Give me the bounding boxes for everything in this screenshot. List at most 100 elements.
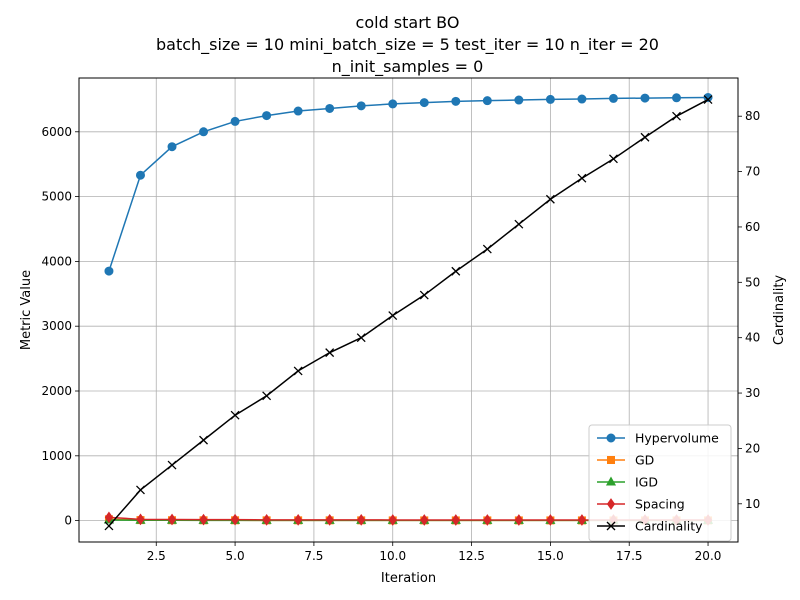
y-tick-label: 4000 (41, 254, 72, 268)
spacing-point (136, 513, 145, 526)
x-marker-stroke (577, 173, 587, 183)
chart-title-line-3: n_init_samples = 0 (332, 57, 484, 77)
legend-box (588, 424, 732, 542)
cardinality-line (108, 98, 709, 527)
legend-marker-igd (605, 476, 617, 486)
x-marker-stroke (167, 460, 177, 470)
hypervolume-point (703, 92, 713, 102)
y2-tick-label: 80 (745, 109, 760, 123)
spacing-point (199, 513, 208, 526)
x-tick-label: 5.0 (226, 549, 245, 563)
cardinality-point (703, 95, 713, 105)
series-hypervolume (104, 92, 713, 276)
x-tick-label: 20.0 (695, 549, 722, 563)
hypervolume-point (167, 142, 177, 152)
y2-tick-label: 60 (745, 220, 760, 234)
cardinality-point (672, 111, 681, 121)
legend-entry-spacing: Spacing (597, 497, 685, 512)
y-tick-label: 6000 (41, 125, 72, 139)
cardinality-point (514, 219, 524, 229)
cardinality-point (262, 391, 272, 401)
hypervolume-point (608, 93, 618, 103)
x-marker-stroke (545, 194, 555, 204)
y-axis-left: 0 1000 2000 3000 4000 5000 6000 (41, 125, 79, 528)
legend-entry-cardinality: Cardinality (597, 519, 703, 534)
x-tick-label: 7.5 (304, 549, 323, 563)
y-tick-label: 0 (64, 514, 72, 528)
x-marker-stroke (482, 244, 492, 254)
hypervolume-point (672, 93, 682, 103)
cardinality-point (419, 290, 429, 300)
cardinality-point (451, 266, 461, 276)
y-tick-label: 2000 (41, 384, 72, 398)
hypervolume-point (419, 98, 429, 108)
cardinality-point (104, 521, 114, 531)
spacing-point (483, 514, 492, 526)
x-marker-stroke (388, 311, 398, 320)
chart-title-line-2: batch_size = 10 mini_batch_size = 5 test… (156, 35, 659, 55)
x-tick-label: 12.5 (458, 549, 485, 563)
x-marker-stroke (104, 521, 114, 531)
grid (79, 78, 738, 542)
legend-label-igd: IGD (635, 475, 658, 490)
hypervolume-point (577, 94, 587, 104)
x-tick-label: 15.0 (537, 549, 564, 563)
spacing-point (262, 513, 271, 526)
hypervolume-point (262, 111, 272, 121)
hypervolume-point (388, 99, 398, 109)
y2-tick-label: 20 (745, 441, 760, 455)
x-marker-stroke (199, 435, 209, 445)
legend-marker-cardinality (606, 521, 616, 531)
y2-tick-label: 10 (745, 497, 760, 511)
x-tick-label: 17.5 (616, 549, 643, 563)
x-marker-stroke (293, 366, 303, 376)
legend-marker-spacing (606, 498, 616, 510)
spacing-point (167, 513, 177, 526)
x-marker-stroke (356, 333, 366, 343)
series-cardinality (104, 95, 713, 531)
cardinality-point (482, 244, 492, 254)
legend: Hypervolume GD IGD Spacing Cardinality (588, 424, 732, 542)
y2-tick-label: 30 (745, 386, 760, 400)
hypervolume-point (135, 170, 145, 180)
chart-title: cold start BO batch_size = 10 mini_batch… (156, 13, 659, 77)
spacing-point (388, 514, 397, 526)
spacing-point (546, 514, 555, 526)
y-tick-label: 5000 (41, 190, 72, 204)
spacing-point (230, 513, 240, 526)
y-tick-label: 3000 (41, 319, 72, 333)
hypervolume-point (514, 95, 524, 105)
cardinality-point (545, 194, 555, 204)
x-marker-stroke (230, 410, 240, 420)
plot-frame (78, 77, 739, 543)
legend-label-gd: GD (635, 453, 654, 468)
hypervolume-point (325, 103, 335, 113)
cardinality-point (356, 333, 366, 343)
x-tick-label: 10.0 (379, 549, 406, 563)
spacing-point (357, 513, 366, 526)
hypervolume-point (451, 96, 461, 106)
x-marker-stroke (136, 485, 145, 495)
cardinality-point (167, 460, 177, 470)
x-marker-stroke (608, 154, 618, 164)
spacing-point (104, 511, 114, 524)
hypervolume-point (230, 116, 240, 126)
cardinality-point (640, 132, 650, 142)
cardinality-point (325, 348, 335, 358)
hypervolume-point (293, 106, 303, 116)
cardinality-point (388, 311, 398, 320)
x-marker-stroke (325, 348, 335, 358)
legend-entry-gd: GD (597, 453, 654, 468)
x-axis-label: Iteration (381, 571, 436, 586)
x-marker-stroke (640, 132, 650, 142)
spacing-point (294, 513, 303, 526)
hypervolume-point (104, 266, 114, 276)
hypervolume-line (108, 96, 709, 272)
spacing-point (577, 514, 587, 526)
spacing-point (325, 513, 334, 526)
y2-tick-label: 40 (745, 331, 760, 345)
cardinality-point (136, 485, 145, 495)
x-marker-stroke (419, 290, 429, 300)
x-tick-label: 2.5 (147, 549, 166, 563)
